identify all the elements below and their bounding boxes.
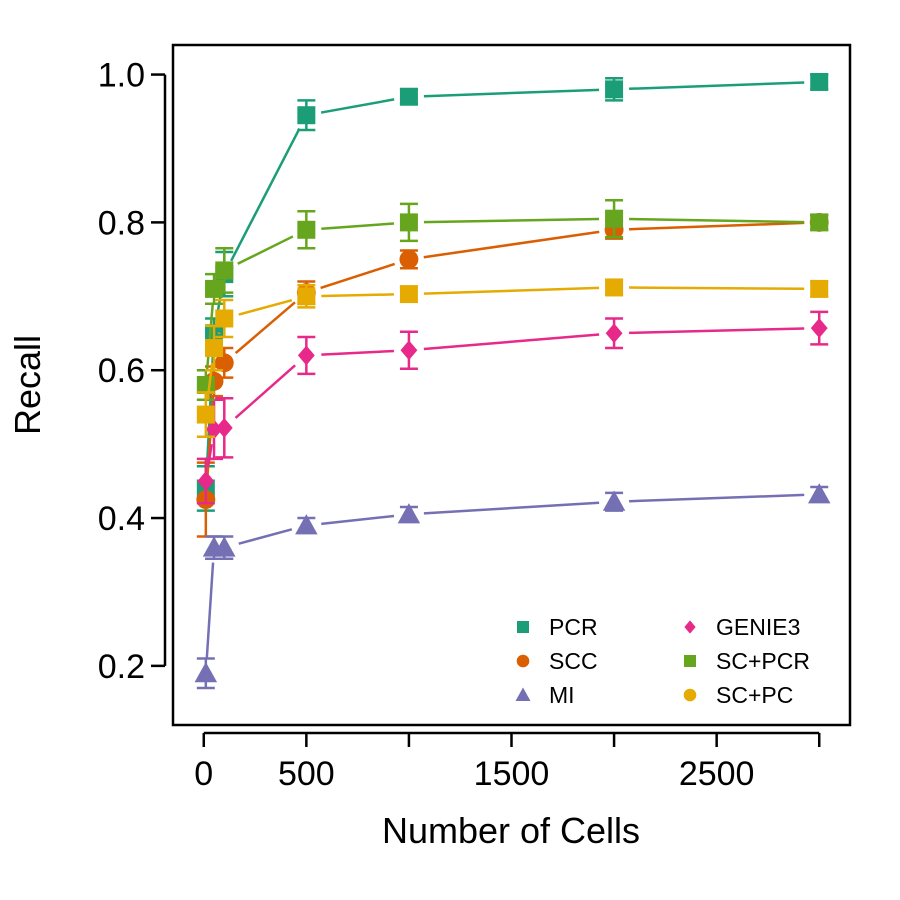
data-point [602, 490, 626, 511]
legend-marker [684, 655, 696, 667]
data-point [810, 213, 829, 232]
data-point [213, 536, 236, 557]
plot-frame [171, 43, 852, 727]
legend-marker [517, 621, 529, 633]
legend-item: SCC [516, 648, 598, 674]
data-point [605, 323, 623, 344]
data-point [295, 514, 318, 535]
series-line-segment [230, 127, 301, 262]
series-line-segment [205, 303, 214, 371]
legend-marker [684, 620, 696, 634]
data-point [194, 662, 218, 683]
series-line-segment [629, 81, 805, 91]
data-point [810, 318, 828, 338]
x-tick-label: 1500 [474, 755, 550, 793]
series-line-segment [238, 528, 293, 545]
legend-label: GENIE3 [716, 614, 800, 640]
legend-item: PCR [517, 614, 598, 640]
y-axis-title: Recall [7, 335, 48, 435]
legend-item: SC+PCR [684, 648, 810, 674]
series-line-segment [423, 88, 600, 98]
legend-marker [516, 654, 530, 668]
legend-label: MI [549, 682, 575, 708]
y-tick-label: 0.4 [98, 500, 145, 538]
series-line-segment [423, 333, 600, 351]
series-line-segment [206, 443, 213, 467]
y-axis: 0.2 0.4 0.6 0.8 1.0 [98, 57, 167, 686]
data-point [605, 209, 624, 228]
y-tick-label: 0.2 [98, 648, 145, 686]
series-sc-pc [196, 278, 829, 438]
series-layer [194, 72, 831, 690]
data-point [399, 285, 418, 304]
series-line-segment [321, 222, 395, 230]
series-line-segment [320, 262, 396, 290]
data-point [196, 405, 215, 424]
legend-label: SC+PCR [716, 648, 810, 674]
series-line-segment [629, 493, 805, 503]
data-point [214, 353, 234, 373]
series-line-segment [234, 364, 296, 419]
series-line-segment [629, 217, 805, 224]
data-point [810, 279, 829, 298]
data-point [205, 279, 224, 298]
data-point [399, 249, 419, 269]
series-line-segment [205, 562, 215, 659]
series-line-segment [629, 327, 805, 335]
series-line-segment [321, 293, 394, 298]
series-line-segment [629, 221, 805, 231]
data-point [810, 72, 829, 91]
legend: PCR GENIE3 SCC SC+PCR MI SC+PC [515, 614, 810, 708]
x-tick-label: 500 [278, 755, 335, 793]
data-point [205, 339, 224, 358]
data-point [399, 213, 418, 232]
series-line-segment [320, 98, 395, 114]
data-point [807, 483, 831, 504]
data-point [400, 340, 418, 361]
x-axis: 0 500 1500 2500 [194, 731, 821, 793]
data-point [215, 417, 233, 438]
x-tick-label: 2500 [679, 755, 755, 793]
data-point [605, 278, 624, 297]
data-point [197, 471, 215, 491]
series-line-segment [321, 514, 395, 526]
data-point [297, 220, 316, 239]
data-point [397, 503, 421, 524]
series-line-segment [423, 286, 600, 295]
series-line-segment [423, 217, 600, 224]
series-line-segment [237, 235, 294, 265]
legend-marker [683, 688, 697, 702]
x-tick-label: 0 [194, 755, 213, 793]
legend-item: GENIE3 [684, 614, 800, 640]
y-tick-label: 0.8 [98, 204, 145, 242]
data-point [205, 419, 223, 440]
data-point [297, 106, 316, 125]
series-line-segment [423, 230, 600, 259]
series-line-segment [238, 299, 293, 316]
series-line-segment [629, 286, 805, 291]
legend-label: PCR [549, 614, 598, 640]
y-tick-label: 1.0 [98, 57, 145, 95]
series-line-segment [321, 349, 395, 356]
data-point [297, 345, 315, 366]
x-axis-title: Number of Cells [382, 810, 640, 851]
data-point [605, 80, 624, 99]
legend-item: SC+PC [683, 682, 793, 708]
series-mi [194, 483, 831, 690]
legend-item: MI [515, 682, 575, 708]
series-line-segment [423, 501, 600, 515]
legend-label: SC+PC [716, 682, 793, 708]
data-point [297, 287, 316, 306]
data-point [399, 87, 418, 106]
data-point [215, 261, 234, 280]
series-line-segment [234, 301, 296, 355]
legend-label: SCC [549, 648, 598, 674]
legend-marker [515, 687, 531, 701]
data-point [215, 309, 234, 328]
y-tick-label: 0.6 [98, 352, 145, 390]
